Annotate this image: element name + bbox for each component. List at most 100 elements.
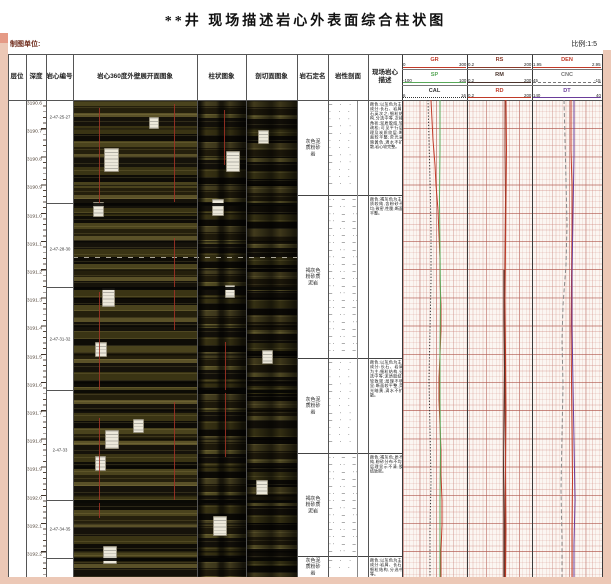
core-section-divider: [46, 500, 73, 501]
lithology-pattern-rows: ·· – – – ·· – ·· – ·· ·· – – – ·· – ·· –…: [328, 454, 357, 555]
curve-right-scale: 200: [523, 62, 531, 68]
core-360-photo: [73, 100, 197, 577]
core-section-divider: [46, 390, 73, 391]
curve-left-scale: 1.95: [533, 62, 542, 68]
curve-header-cell-gr: GR 0 300: [402, 54, 467, 69]
core-orientation-red-line: [174, 104, 176, 202]
col-header-section-image: 剖切面图象: [255, 72, 288, 80]
core-section-divider: [46, 558, 73, 559]
curve-header-cell-cnc: CNC 45 -15: [532, 69, 602, 84]
curve-style-line: [403, 97, 466, 99]
core-label-chip: [133, 419, 144, 433]
core-label-chip: [95, 342, 107, 357]
curve-left-scale: 6: [403, 93, 406, 98]
core-description-cell: 颜色:褐灰色;质不纯,粉砂分布不均;层理显示不清;胶结致密。: [369, 454, 402, 556]
curve-name: CNC: [560, 71, 574, 78]
rock-name-cell: 灰色泥质粉砂岩: [298, 100, 328, 195]
curve-header-row-line: [402, 84, 602, 86]
curve-style-line: [533, 97, 601, 99]
core-label-chip: [149, 117, 159, 129]
depth-dash-marker: [73, 256, 297, 258]
depth-label: 3192.0: [26, 494, 42, 501]
lithology-subcolumn-line: [357, 100, 358, 577]
table-column-line: [26, 54, 27, 577]
core-description-cell: 颜色:以灰色为主;成分:长石、岩屑为主;细粒结构,分选中等;泥质胶结,较致密;层…: [369, 359, 402, 453]
rock-name-label: 灰色泥质粉砂岩: [305, 138, 320, 157]
curve-name: RS: [495, 56, 504, 63]
table-column-line: [602, 54, 604, 577]
depth-label: 3190.9: [26, 184, 42, 191]
core-orientation-red-line: [174, 238, 176, 330]
col-header-core-no: 岩心编号: [46, 72, 73, 80]
core-description-text: 颜色:褐灰色为主;质较纯,含粉砂不均;致密,性脆;断面平整。: [369, 196, 402, 216]
table-column-line: [328, 54, 329, 577]
curve-name: DEN: [561, 56, 573, 63]
log-curve-grid: [402, 100, 602, 577]
col-header-horizon: 层位: [10, 72, 24, 80]
curve-left-scale: 0: [403, 62, 406, 68]
core-section-divider: [46, 203, 73, 204]
rock-name-cell: 灰色泥质粉砂岩: [298, 358, 328, 453]
table-column-line: [368, 54, 369, 577]
rock-name-label: 褐灰色粉砂质泥岩: [305, 495, 320, 514]
depth-label: 3191.2: [26, 269, 42, 275]
core-label-chip: [225, 285, 235, 298]
core-label-chip: [213, 516, 227, 536]
depth-label: 3191.5: [26, 353, 42, 360]
curve-left-scale: 0.2: [468, 77, 475, 83]
curve-left-scale: 45: [533, 77, 538, 83]
table-column-line: [8, 54, 9, 577]
core-orientation-red-line: [174, 402, 176, 500]
depth-label: 3191.8: [26, 438, 42, 444]
core-label-chip: [104, 148, 119, 172]
curve-right-scale: 16: [461, 93, 466, 98]
curve-header-row-line: [402, 69, 602, 71]
table-column-line: [246, 54, 247, 577]
curve-style-line: [533, 82, 601, 84]
col-header-column-image: 柱状图象: [208, 72, 235, 80]
depth-label: 3192.2: [26, 551, 42, 557]
core-label-chip: [105, 430, 119, 449]
table-column-line: [402, 54, 404, 577]
rock-name-label: 褐灰色粉砂质泥岩: [305, 267, 320, 286]
core-orientation-red-line: [99, 108, 101, 203]
curve-header-cell-den: DEN 1.95 2.95: [532, 54, 602, 69]
core-label-chip: [256, 480, 268, 495]
lithology-pattern: ·· – – – ·· – ·· – ·· ·· – – – ·· – ·· –…: [329, 196, 357, 357]
org-label: 制图单位:: [10, 41, 41, 48]
core-description-cell: 颜色:以灰色为主;成分:岩屑、长石;细粒结构,分选中等。: [369, 557, 402, 577]
border-strip-left-accent: [0, 33, 8, 43]
rock-name-label: 灰色泥质粉砂岩: [305, 396, 320, 415]
lithology-interval-divider: [297, 556, 402, 557]
border-strip-bottom: [0, 577, 611, 584]
track-boundary-line: [467, 54, 469, 577]
core-description-text: 颜色:以灰色为主;成分:长石、岩屑为主;细粒结构,分选中等;泥质胶结,较致密;层…: [369, 359, 402, 398]
curve-left-scale: -100: [403, 77, 412, 83]
core-label-chip: [262, 350, 273, 364]
scale-label: 比例:1:5: [571, 41, 597, 48]
core-section-photo: [246, 100, 297, 577]
curve-name: CAL: [428, 86, 441, 93]
core-orientation-red-line: [224, 110, 226, 165]
core-run-label: 2-47-33: [52, 447, 68, 453]
lithology-pattern: ·· – – – ·· – ·· – ·· ·· – – – ·· – ·· –…: [329, 454, 357, 555]
depth-label: 3191.7: [26, 410, 42, 416]
curve-header-cell-dt: DT 140 40: [532, 85, 602, 100]
page-title: **井 现场描述岩心外表面综合柱状图: [164, 14, 447, 29]
core-description-cell: 颜色:以灰色为主;成分:长石、岩屑,石英次之;细粒结构,分选中等,次棱角状;泥质…: [369, 101, 402, 195]
col-header-depth: 深度: [29, 72, 43, 80]
border-strip-left: [0, 33, 8, 584]
core-label-chip: [258, 130, 269, 144]
curve-right-scale: 2.95: [592, 62, 601, 68]
curve-right-scale: 300: [458, 62, 466, 68]
curve-left-scale: 0.2: [468, 62, 475, 68]
lithology-interval-divider: [297, 453, 402, 454]
curve-name: DT: [563, 86, 571, 93]
core-column-photo: [197, 100, 246, 577]
lithology-pattern: – · · · · · · – · · · · – · · – – · · · …: [329, 101, 357, 194]
depth-label: 3190.7: [26, 128, 42, 134]
core-label-chip: [93, 202, 104, 217]
depth-label: 3191.1: [26, 241, 42, 247]
col-header-core-360-image: 岩心360度外壁展开面图象: [97, 72, 173, 80]
curve-right-scale: -15: [594, 77, 601, 83]
